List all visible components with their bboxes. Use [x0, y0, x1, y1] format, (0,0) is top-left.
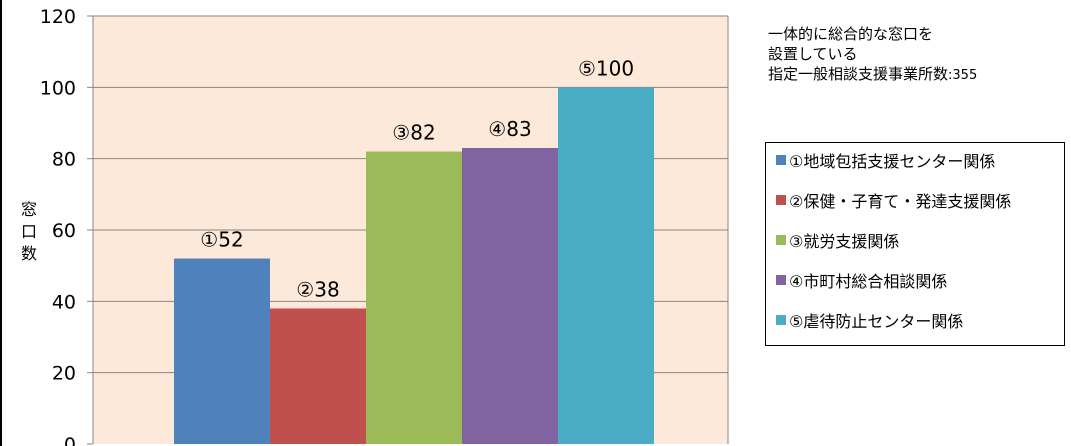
note-line-3: 指定一般相談支援事業所数:355	[768, 64, 977, 86]
y-axis-label-char: 口	[21, 222, 37, 241]
note-line-3-label: 指定一般相談支援事業所数	[768, 65, 949, 83]
bar	[462, 147, 558, 444]
legend-label: ⑤虐待防止センター関係	[789, 312, 964, 331]
legend-item: ⑤虐待防止センター関係	[776, 308, 963, 332]
legend-label: ④市町村総合相談関係	[789, 272, 948, 291]
y-tick-label: 80	[52, 149, 76, 171]
legend-item: ③就労支援関係	[776, 228, 899, 252]
bar	[174, 258, 270, 444]
legend-swatch	[776, 235, 786, 245]
bar	[558, 87, 654, 444]
y-axis-label-char: 窓	[21, 200, 37, 219]
note-line-1: 一体的に総合的な窓口を	[768, 25, 934, 43]
y-tick-label: 20	[52, 363, 76, 385]
y-axis-label-char: 数	[21, 244, 37, 263]
legend-swatch	[776, 275, 786, 285]
legend-item: ②保健・子育て・発達支援関係	[776, 188, 1011, 212]
note-line-3-value: :355	[948, 68, 978, 83]
y-tick-label: 100	[40, 77, 76, 99]
legend-swatch	[776, 195, 786, 205]
note-line-2: 設置している	[768, 45, 858, 63]
bar-data-label: ②38	[296, 277, 339, 301]
legend-label: ②保健・子育て・発達支援関係	[789, 192, 1012, 211]
legend-label: ③就労支援関係	[789, 232, 900, 251]
bar-data-label: ①52	[200, 228, 243, 252]
summary-note: 一体的に総合的な窓口を 設置している 指定一般相談支援事業所数:355	[768, 24, 977, 86]
legend-item: ④市町村総合相談関係	[776, 268, 947, 292]
legend-swatch	[776, 155, 786, 165]
chart-legend: ①地域包括支援センター関係 ②保健・子育て・発達支援関係 ③就労支援関係 ④市町村総合…	[765, 142, 1065, 346]
legend-swatch	[776, 315, 786, 325]
y-tick-label: 0	[64, 434, 76, 446]
bar-data-label: ③82	[392, 121, 435, 145]
bar	[270, 308, 366, 444]
y-tick-label: 40	[52, 291, 76, 313]
bar-data-label: ⑤100	[578, 56, 634, 80]
y-tick-label: 120	[40, 6, 76, 28]
bar	[366, 151, 462, 445]
legend-label: ①地域包括支援センター関係	[789, 152, 996, 171]
bar-data-label: ④83	[488, 117, 531, 141]
y-tick-label: 60	[52, 220, 76, 242]
legend-item: ①地域包括支援センター関係	[776, 148, 995, 172]
